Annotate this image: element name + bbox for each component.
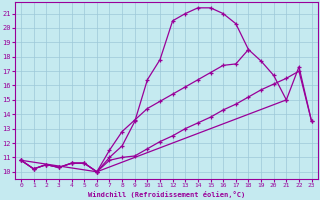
X-axis label: Windchill (Refroidissement éolien,°C): Windchill (Refroidissement éolien,°C) (88, 191, 245, 198)
